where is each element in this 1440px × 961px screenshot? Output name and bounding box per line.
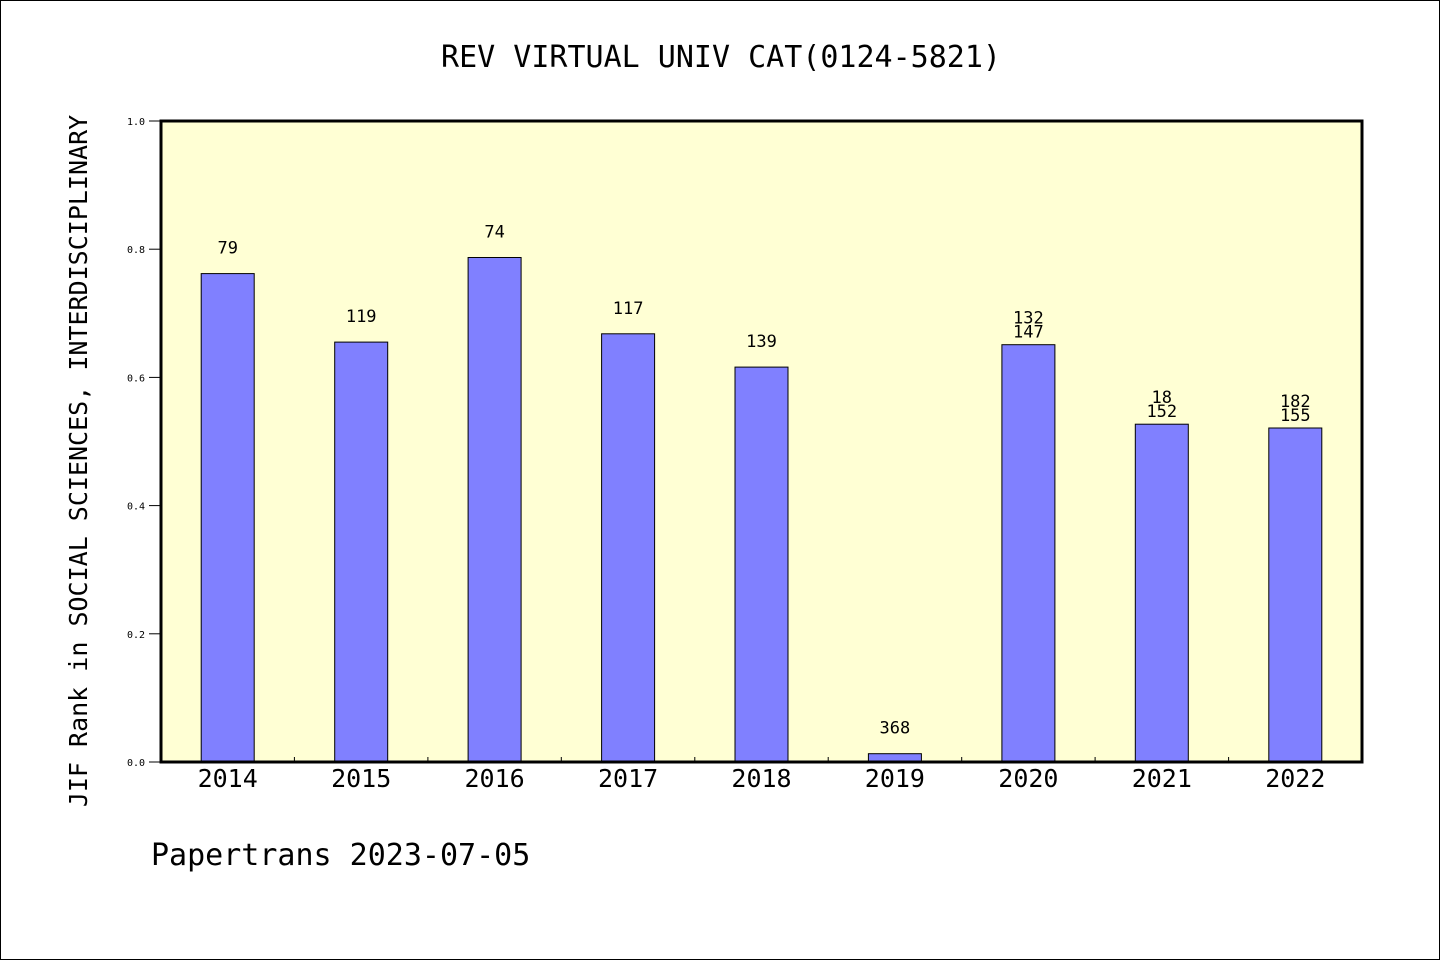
bar-2020 <box>1001 344 1056 763</box>
bar-2022 <box>1268 427 1323 763</box>
x-ticks-group: 2014 2015 2016 2017 2018 2019 2020 2021 2022 <box>198 757 1325 793</box>
bar-2016 <box>467 257 522 763</box>
bar-label-2014-0: 79 <box>217 239 237 259</box>
footer-text: Papertrans 2023-07-05 <box>151 838 530 873</box>
bar-label-2022-0: 182 <box>1280 392 1311 412</box>
x-tick-label-2022: 2022 <box>1265 764 1325 793</box>
y-tick-label-2: 0.4 <box>127 502 145 513</box>
x-tick-label-2021: 2021 <box>1132 764 1192 793</box>
bar-label-2020-0: 132 <box>1013 309 1044 329</box>
bar-label-2021-0: 18 <box>1152 388 1172 408</box>
x-tick-label-2019: 2019 <box>865 764 925 793</box>
bar-label-2022-1: 155 <box>1280 406 1311 426</box>
bar-2014 <box>200 273 255 763</box>
bar-label-2018-0: 139 <box>746 332 777 352</box>
plot-border <box>159 119 1364 764</box>
y-tick-label-1: 0.2 <box>127 630 145 641</box>
y-tick-label-5: 1.0 <box>127 117 145 128</box>
bar-label-2019-0: 368 <box>880 719 911 739</box>
x-tick-label-2016: 2016 <box>464 764 524 793</box>
bar-2017 <box>601 333 656 763</box>
bars-group <box>200 257 1323 763</box>
bar-label-2015-0: 119 <box>346 307 377 327</box>
bar-label-2017-0: 117 <box>613 299 644 319</box>
chart-title: REV VIRTUAL UNIV CAT(0124-5821) <box>441 40 1001 75</box>
x-tick-label-2020: 2020 <box>998 764 1058 793</box>
y-tick-label-0: 0.0 <box>127 758 145 769</box>
bar-label-2021-1: 152 <box>1146 402 1177 422</box>
y-axis-label: JIF Rank in SOCIAL SCIENCES, INTERDISCIP… <box>64 115 93 807</box>
y-ticks-group: 0.0 0.2 0.4 0.6 0.8 1.0 <box>127 117 161 769</box>
y-tick-label-3: 0.6 <box>127 373 145 384</box>
x-tick-label-2017: 2017 <box>598 764 658 793</box>
bar-2021 <box>1134 423 1189 763</box>
x-tick-label-2015: 2015 <box>331 764 391 793</box>
bar-2015 <box>334 341 389 763</box>
x-tick-label-2014: 2014 <box>198 764 258 793</box>
y-tick-label-4: 0.8 <box>127 245 145 256</box>
bar-label-2016-0: 74 <box>484 223 504 243</box>
x-tick-label-2018: 2018 <box>731 764 791 793</box>
bar-2018 <box>734 366 789 763</box>
bar-label-2020-1: 147 <box>1013 323 1044 343</box>
